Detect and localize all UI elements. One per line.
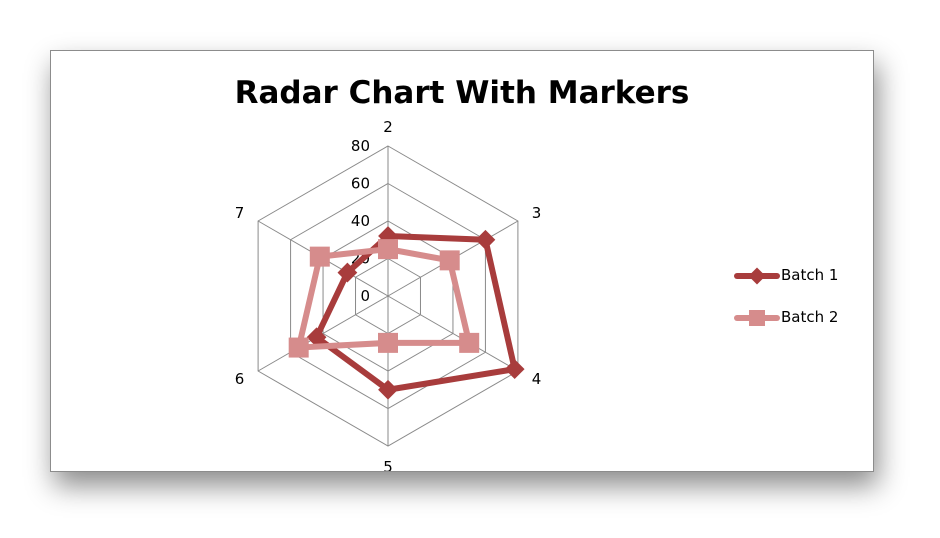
- category-label-2: 2: [383, 118, 393, 136]
- radial-tick-label: 40: [351, 212, 370, 230]
- category-label-6: 6: [235, 370, 245, 388]
- category-label-7: 7: [235, 204, 245, 222]
- legend-label-batch-1: Batch 1: [781, 266, 839, 284]
- marker-batch-2-3: [439, 250, 460, 271]
- marker-batch-1-3: [475, 229, 496, 250]
- marker-batch-1-7: [337, 262, 358, 283]
- radial-tick-label: 60: [351, 175, 370, 193]
- category-label-4: 4: [532, 370, 542, 388]
- marker-batch-1-4: [504, 359, 525, 380]
- marker-batch-2-2: [378, 239, 398, 260]
- marker-batch-1-5: [378, 379, 398, 400]
- radial-tick-label: 0: [360, 287, 370, 305]
- marker-batch-1-6: [306, 327, 327, 348]
- legend-label-batch-2: Batch 2: [781, 308, 839, 326]
- category-label-3: 3: [532, 204, 542, 222]
- marker-batch-2-6: [288, 337, 309, 358]
- grid-spoke-6: [257, 295, 389, 372]
- legend-swatch-batch-2: [734, 310, 780, 326]
- marker-batch-2-7: [309, 246, 330, 267]
- radial-tick-label: 80: [351, 137, 370, 155]
- marker-batch-2-5: [378, 332, 398, 353]
- chart-title: Radar Chart With Markers: [234, 75, 690, 111]
- chart-frame: 0 20 40 60 80 2 3 4 5 6 7 Radar Chart With Markers…: [50, 50, 874, 472]
- grid-spoke-4: [387, 295, 519, 372]
- category-label-5: 5: [383, 458, 393, 471]
- marker-batch-2-4: [459, 332, 480, 353]
- legend-swatch-batch-1: [734, 267, 780, 285]
